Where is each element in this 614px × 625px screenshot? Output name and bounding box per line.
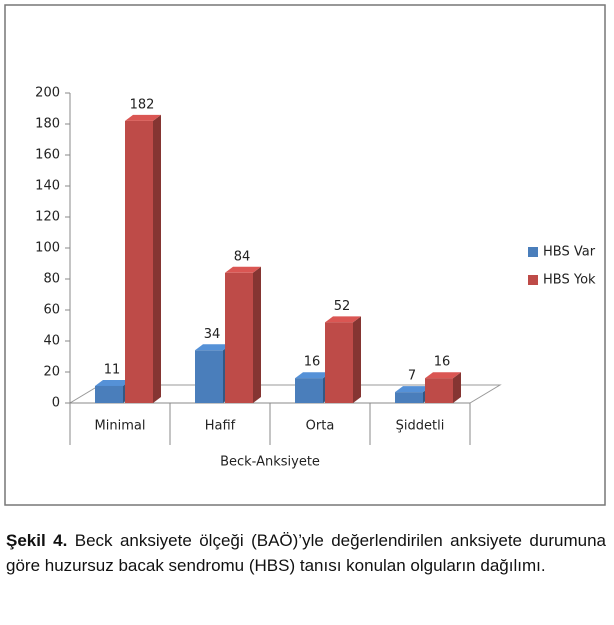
bar — [95, 385, 123, 403]
bar-top — [425, 372, 461, 379]
legend-swatch — [528, 247, 538, 257]
value-label: 16 — [304, 355, 321, 370]
y-tick-label: 160 — [35, 148, 60, 163]
value-label: 16 — [434, 355, 451, 370]
bar-side — [153, 114, 161, 404]
value-label: 182 — [130, 97, 155, 112]
value-label: 7 — [408, 369, 416, 384]
bar-side — [453, 372, 461, 403]
bar-top — [295, 372, 331, 379]
y-tick-label: 0 — [52, 396, 60, 411]
value-label: 84 — [234, 249, 251, 264]
legend-label: HBS Var — [543, 245, 596, 260]
bar-top — [95, 379, 131, 386]
legend-swatch — [528, 275, 538, 285]
bar-side — [253, 266, 261, 403]
bar-top — [395, 386, 431, 393]
x-tick-label: Minimal — [95, 419, 146, 434]
value-label: 52 — [334, 299, 351, 314]
x-axis-label: Beck-Anksiyete — [220, 455, 320, 470]
bar — [225, 272, 253, 403]
caption-label: Şekil 4. — [6, 531, 68, 550]
y-tick-label: 20 — [43, 365, 60, 380]
chart: Beck-Anksiyete 0 20 40 60 80 100 120 140 160 180 2… — [4, 4, 606, 506]
y-tick-label: 200 — [35, 86, 60, 101]
y-tick-label: 40 — [43, 334, 60, 349]
caption: Şekil 4. Beck anksiyete ölçeği (BAÖ)’yle… — [6, 528, 606, 578]
y-tick-label: 120 — [35, 210, 60, 225]
bar — [295, 378, 323, 403]
bar — [425, 378, 453, 403]
y-tick-label: 100 — [35, 241, 60, 256]
y-tick-label: 60 — [43, 303, 60, 318]
caption-text: Beck anksiyete ölçeği (BAÖ)’yle değerlen… — [6, 531, 606, 575]
y-tick-label: 80 — [43, 272, 60, 287]
x-tick-label: Orta — [306, 419, 335, 434]
x-tick-label: Hafif — [205, 419, 236, 434]
bar — [125, 120, 153, 404]
bar — [395, 392, 423, 403]
chart-frame — [4, 4, 606, 506]
value-label: 34 — [204, 327, 221, 342]
legend-label: HBS Yok — [543, 273, 596, 288]
bar-top — [195, 344, 231, 351]
y-tick-label: 140 — [35, 179, 60, 194]
bar-top — [125, 114, 161, 121]
y-tick-label: 180 — [35, 117, 60, 132]
x-tick-label: Şiddetli — [396, 419, 445, 434]
bar-side — [353, 316, 361, 403]
value-label: 11 — [104, 362, 121, 377]
bar-top — [325, 316, 361, 323]
bar — [325, 322, 353, 403]
bar — [195, 350, 223, 403]
bar-top — [225, 266, 261, 273]
